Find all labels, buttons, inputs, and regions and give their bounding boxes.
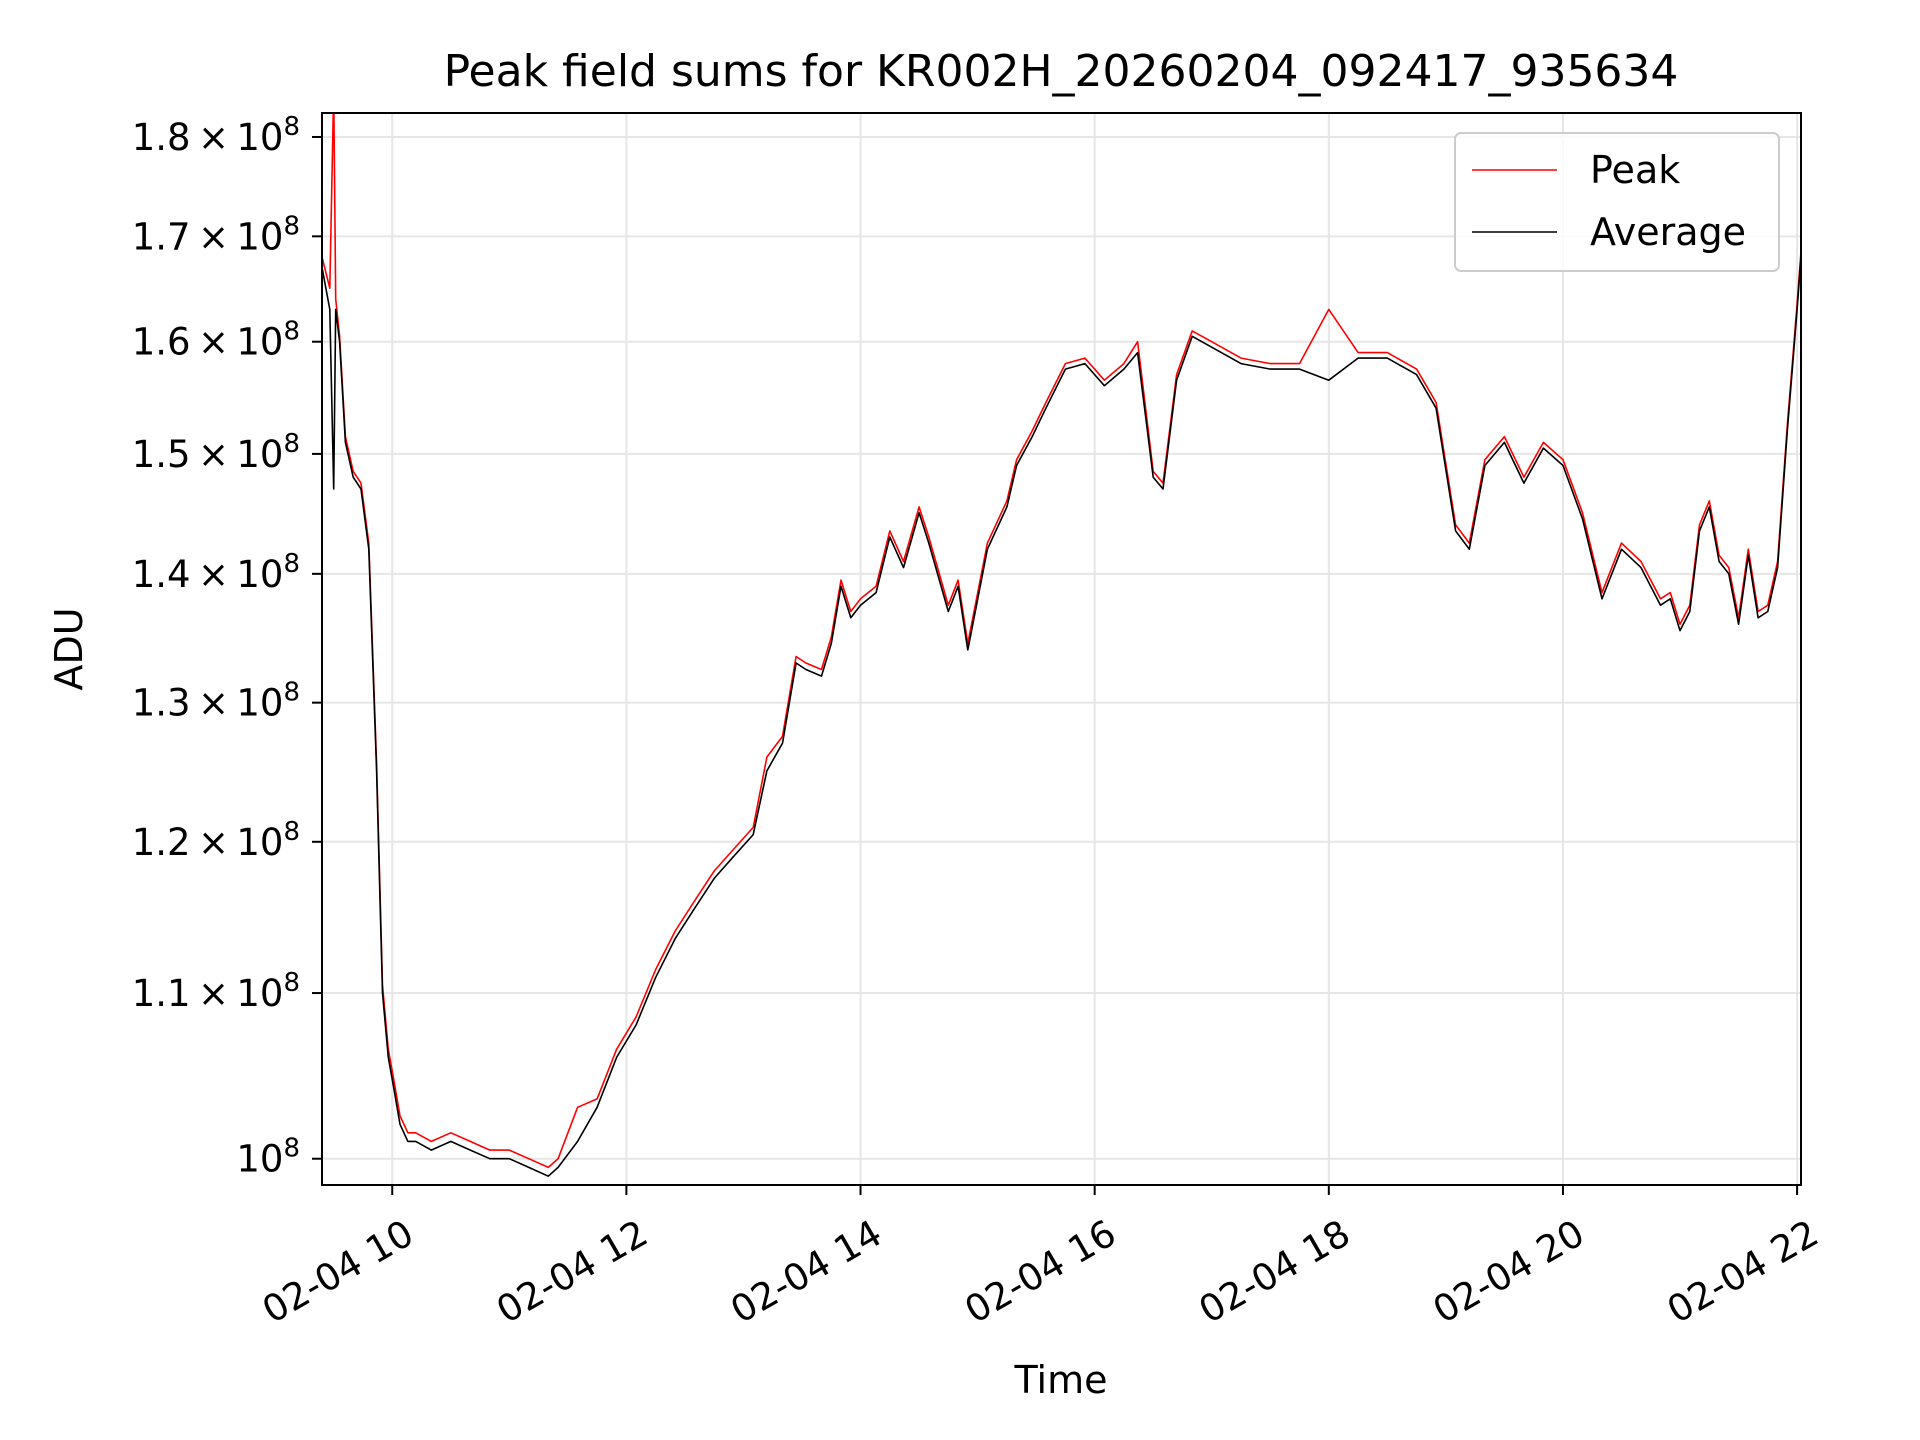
series-lines xyxy=(322,113,1801,1177)
y-tick-label: 1.7 × 108 xyxy=(132,211,300,258)
gridlines xyxy=(322,113,1801,1185)
plot-frame xyxy=(321,112,1802,1186)
y-tick-label: 1.8 × 108 xyxy=(132,112,300,159)
y-tick-label: 108 xyxy=(236,1134,300,1181)
y-tick-label: 1.2 × 108 xyxy=(132,817,300,864)
legend: Peak Average xyxy=(1454,132,1780,272)
y-tick-label: 1.3 × 108 xyxy=(132,678,300,725)
y-axis-label: ADU xyxy=(47,607,91,690)
series-line-peak xyxy=(322,113,1801,1169)
legend-average-label: Average xyxy=(1590,210,1746,254)
y-tick-label: 1.1 × 108 xyxy=(132,968,300,1015)
y-axis-ticks: 1.8 × 108 1.7 × 108 1.6 × 108 1.5 × 108 1.4 … xyxy=(132,112,322,1181)
legend-box xyxy=(1454,132,1780,272)
y-tick-label: 1.6 × 108 xyxy=(132,317,300,364)
x-axis-label: Time xyxy=(1014,1358,1108,1402)
chart-title: Peak field sums for KR002H_20260204_0924… xyxy=(444,46,1679,97)
y-tick-label: 1.5 × 108 xyxy=(132,429,300,476)
series-line-average xyxy=(322,256,1801,1177)
y-tick-label: 1.4 × 108 xyxy=(132,549,300,596)
legend-peak-label: Peak xyxy=(1590,148,1680,192)
